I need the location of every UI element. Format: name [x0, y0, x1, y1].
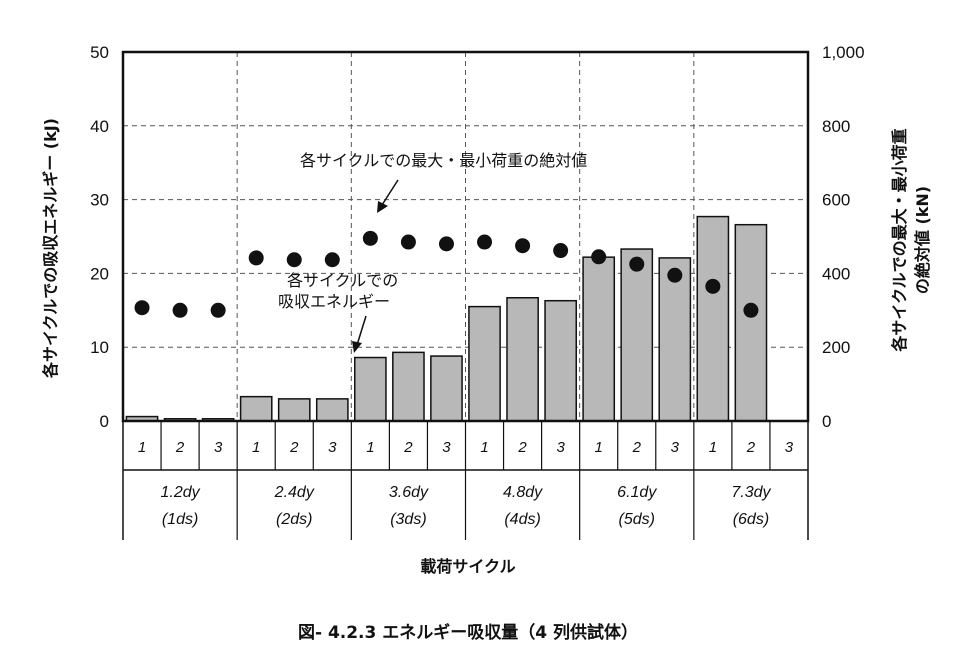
energy-bar [277, 398, 311, 422]
load-point [134, 300, 150, 316]
gridlines [123, 52, 808, 421]
energy-bar [392, 351, 425, 422]
annotation-max-load-arrow-shaft [381, 179, 399, 206]
group-label-ds: (5ds) [619, 511, 655, 528]
cycle-label: 2 [289, 439, 299, 456]
group-label-amplitude: 3.6dy [389, 484, 429, 501]
x-category-table: 1 2 3 1 2 3 1 2 3 1 2 3 1 2 3 1 2 3 1.2dy (1ds) 2.4dy (2ds) 3.… [122, 421, 809, 540]
group-label-amplitude: 7.3dy [731, 484, 771, 501]
y-right-tick-label: 1,000 [822, 43, 865, 62]
cycle-label: 3 [328, 439, 337, 456]
energy-bar [696, 215, 730, 422]
y-right-tick-label: 0 [822, 412, 831, 431]
load-point [667, 267, 683, 283]
energy-bar [468, 305, 501, 422]
y-left-tick-label: 40 [90, 117, 109, 136]
annotation-max-load-arrow-head [377, 201, 388, 213]
load-point [515, 238, 531, 254]
y-axis-left-title: 各サイクルでの吸収エネルギー (kJ) [41, 118, 60, 379]
load-point [248, 250, 264, 266]
cycle-label: 1 [252, 439, 260, 456]
load-point [553, 243, 569, 259]
y-right-tick-label: 800 [822, 117, 850, 136]
cycle-label: 1 [138, 439, 146, 456]
y-left-tick-label: 50 [90, 43, 109, 62]
y-axis-right-title-line2: の絶対値 (kN) [913, 186, 932, 294]
group-label-amplitude: 1.2dy [161, 484, 201, 501]
cycle-label: 2 [746, 439, 756, 456]
group-label-ds: (6ds) [733, 511, 769, 528]
cycle-label: 1 [709, 439, 717, 456]
y-left-tick-label: 0 [100, 412, 109, 431]
cycle-label: 3 [785, 439, 794, 456]
x-axis-title: 載荷サイクル [420, 557, 515, 576]
cycle-label: 3 [442, 439, 451, 456]
cycle-label: 2 [632, 439, 642, 456]
y-right-tick-label: 600 [822, 191, 850, 210]
load-point [210, 302, 226, 318]
load-point [324, 252, 340, 268]
energy-bar [582, 256, 616, 422]
y-right-tick-label: 400 [822, 264, 850, 283]
y-left-tick-label: 10 [90, 338, 109, 357]
cycle-label: 2 [175, 439, 185, 456]
cycle-label: 2 [403, 439, 413, 456]
load-point [629, 256, 645, 272]
annotation-max-load: 各サイクルでの最大・最小荷重の絶対値 [300, 151, 587, 170]
energy-bar [239, 395, 273, 422]
y-axis-right-title-line1: 各サイクルでの最大・最小荷重 [890, 128, 909, 352]
group-label-amplitude: 4.8dy [503, 484, 543, 501]
cycle-label: 2 [517, 439, 527, 456]
group-label-ds: (4ds) [504, 511, 540, 528]
y-right-tick-label: 200 [822, 338, 850, 357]
group-label-amplitude: 6.1dy [617, 484, 657, 501]
cycle-label: 3 [556, 439, 565, 456]
group-label-ds: (2ds) [276, 511, 312, 528]
annotation-energy-arrow-head [352, 341, 362, 353]
y-left-tick-label: 30 [90, 191, 109, 210]
cycle-label: 1 [480, 439, 488, 456]
figure-caption: 図- 4.2.3 エネルギー吸収量（4 列供試体） [298, 622, 638, 643]
cycle-label: 1 [366, 439, 374, 456]
cycle-label: 1 [595, 439, 603, 456]
load-point [743, 302, 759, 318]
energy-bar [734, 223, 768, 422]
energy-bar [315, 398, 349, 422]
energy-bar [544, 299, 577, 422]
axis-ticks: 0 10 20 30 40 50 0 200 400 600 800 1,000 [90, 43, 864, 431]
load-point [172, 302, 188, 318]
annotation-energy-arrow-shaft [356, 315, 367, 346]
energy-bar [430, 355, 463, 422]
load-point [705, 278, 721, 294]
load-points [134, 230, 759, 318]
energy-bar [620, 248, 654, 422]
annotation-energy-line1: 各サイクルでの [287, 271, 398, 290]
energy-bar [506, 297, 539, 422]
annotation-energy-line2: 吸収エネルギー [278, 292, 390, 311]
group-label-ds: (1ds) [162, 511, 198, 528]
y-left-tick-label: 20 [90, 264, 109, 283]
load-point [400, 234, 416, 250]
energy-bar [354, 356, 387, 422]
load-point [286, 252, 302, 268]
load-point [362, 230, 378, 246]
cycle-label: 3 [671, 439, 680, 456]
load-point [591, 249, 607, 265]
group-label-ds: (3ds) [390, 511, 426, 528]
group-label-amplitude: 2.4dy [274, 484, 315, 501]
load-point [438, 236, 454, 252]
cycle-label: 3 [214, 439, 223, 456]
load-point [477, 234, 493, 250]
